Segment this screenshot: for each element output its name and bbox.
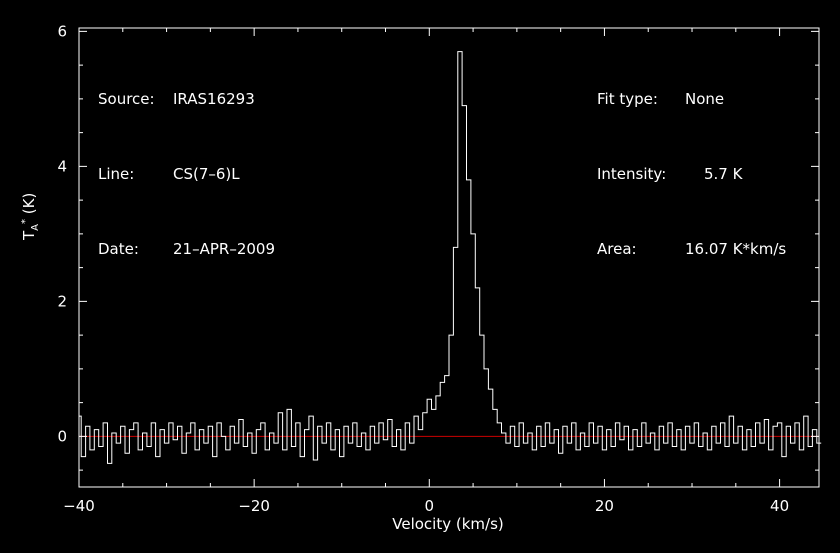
- x-axis-label: Velocity (km/s): [392, 515, 503, 533]
- fit-value: None: [685, 90, 725, 108]
- source-label: Source:: [98, 90, 155, 108]
- intensity-value: 5.7 K: [704, 165, 743, 183]
- line-row: Line: CS(7–6)L: [98, 162, 275, 187]
- x-tick-label: 40: [770, 497, 789, 515]
- y-axis-label-sub: A: [30, 223, 41, 231]
- date-row: Date: 21–APR–2009: [98, 237, 275, 262]
- intensity-row: Intensity: 5.7 K: [597, 162, 786, 187]
- area-row: Area: 16.07 K*km/s: [597, 237, 786, 262]
- y-tick-label: 4: [57, 157, 67, 175]
- y-axis-label-sup: *: [20, 218, 31, 224]
- source-row: Source: IRAS16293: [98, 87, 275, 112]
- plot-frame: [78, 27, 820, 488]
- source-value: IRAS16293: [173, 90, 255, 108]
- line-label: Line:: [98, 165, 135, 183]
- x-tick-label: 20: [595, 497, 614, 515]
- x-tick-label: −40: [63, 497, 95, 515]
- area-value: 16.07 K*km/s: [685, 240, 787, 258]
- intensity-label: Intensity:: [597, 165, 667, 183]
- date-label: Date:: [98, 240, 139, 258]
- y-axis-label: TA* (K): [20, 193, 41, 240]
- area-label: Area:: [597, 240, 637, 258]
- y-tick-label: 0: [57, 427, 67, 445]
- x-tick-label: −20: [238, 497, 270, 515]
- info-panel-left: Source: IRAS16293 Line: CS(7–6)L Date: 21–A…: [98, 37, 275, 287]
- line-value: CS(7–6)L: [173, 165, 240, 183]
- y-tick-label: 2: [57, 292, 67, 310]
- y-axis-label-main: T: [20, 230, 38, 240]
- date-value: 21–APR–2009: [173, 240, 275, 258]
- fit-label: Fit type:: [597, 90, 658, 108]
- x-tick-label: 0: [425, 497, 435, 515]
- spectrum-series: [79, 51, 822, 464]
- fit-row: Fit type: None: [597, 87, 786, 112]
- info-panel-right: Fit type: None Intensity: 5.7 K Area: 16.07…: [597, 37, 786, 287]
- y-tick-label: 6: [57, 22, 67, 40]
- y-axis-label-unit: (K): [20, 192, 38, 219]
